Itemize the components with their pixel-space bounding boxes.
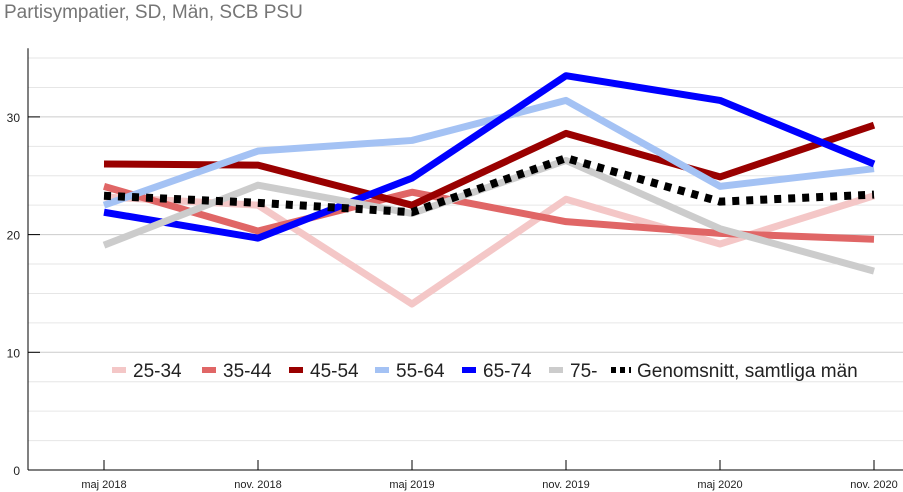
y-tick-label: 0 [13, 464, 20, 478]
legend-label: 75- [570, 361, 597, 382]
y-tick-label: 10 [7, 346, 21, 360]
series-line-25-34 [103, 192, 876, 308]
x-tick-label: nov. 2018 [234, 479, 282, 491]
legend-label: 25-34 [133, 361, 182, 382]
series-line-65-74 [103, 72, 876, 242]
legend-label: 65-74 [483, 361, 532, 382]
legend-label: 45-54 [310, 361, 359, 382]
y-tick-label: 20 [7, 229, 21, 243]
x-tick-label: nov. 2020 [850, 479, 898, 491]
legend-label: 35-44 [223, 361, 272, 382]
chart-title: Partisympatier, SD, Män, SCB PSU [4, 2, 303, 23]
series-line-55-64 [102, 96, 875, 209]
x-tick-label: maj 2020 [697, 479, 742, 491]
legend-label: Genomsnitt, samtliga män [637, 361, 858, 382]
legend-label: 55-64 [396, 361, 445, 382]
x-tick-label: maj 2019 [389, 479, 434, 491]
series-line-75- [102, 156, 875, 275]
x-tick-label: maj 2018 [81, 479, 126, 491]
x-tick-label: nov. 2019 [542, 479, 590, 491]
y-tick-label: 30 [7, 111, 21, 125]
series-line-genomsnitt-samtliga-m-n [103, 154, 875, 217]
series-line-45-54 [103, 121, 876, 209]
